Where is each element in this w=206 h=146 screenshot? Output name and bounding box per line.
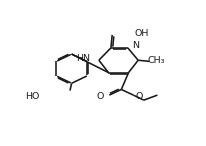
Text: OH: OH [134,29,149,38]
Text: O: O [135,92,142,101]
Text: HO: HO [26,92,40,101]
Text: HN: HN [75,54,89,63]
Text: N: N [131,41,138,50]
Text: O: O [96,92,104,101]
Text: CH₃: CH₃ [147,56,165,65]
